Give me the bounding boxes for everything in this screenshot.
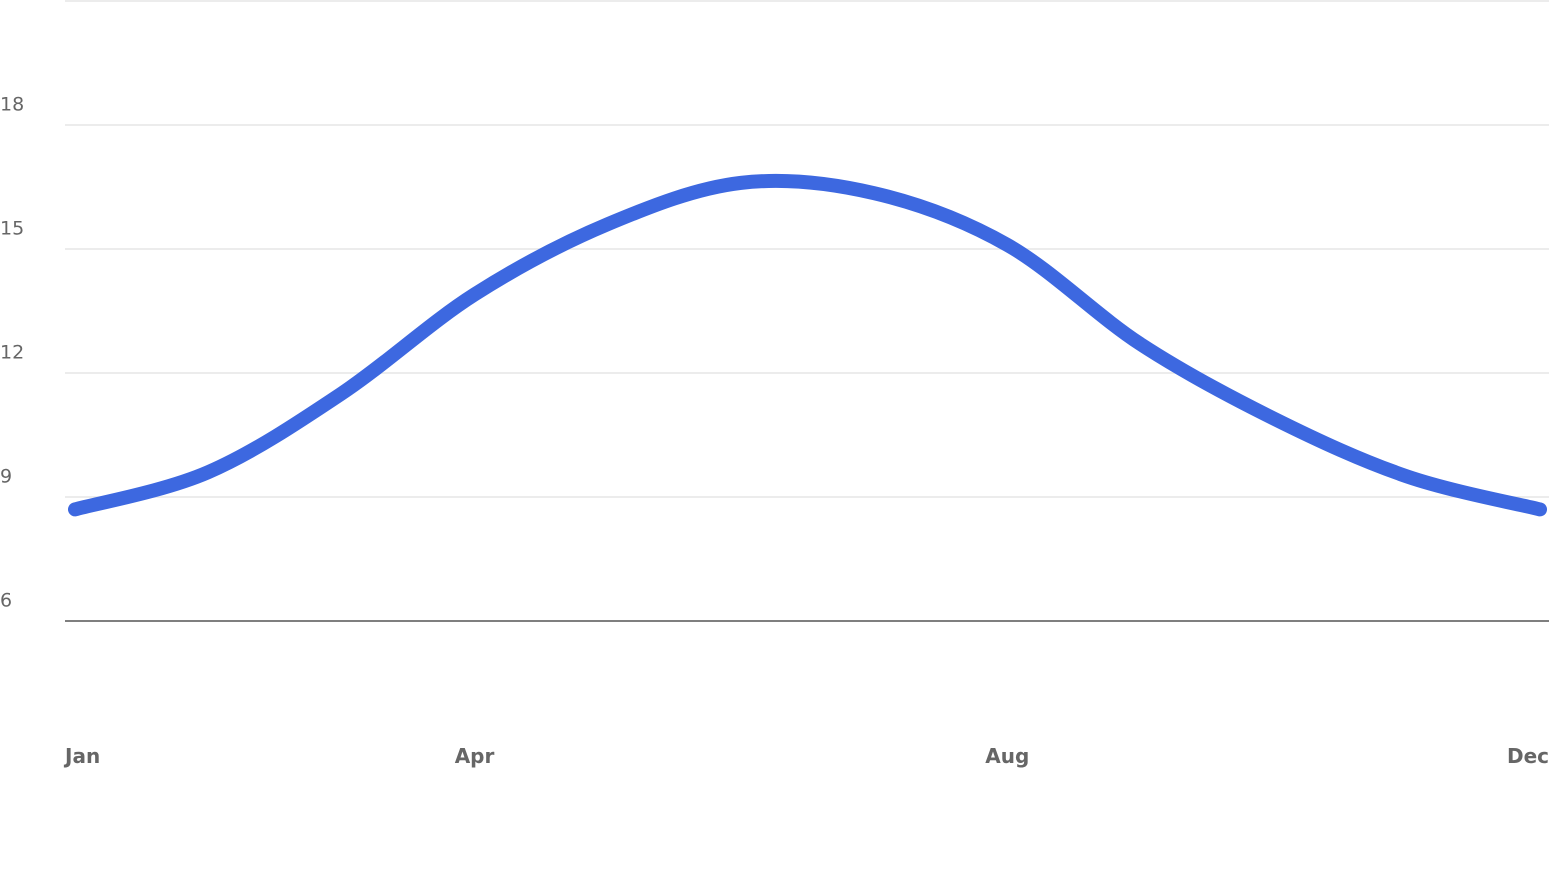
y-tick-label: 6 <box>0 590 12 612</box>
line-series <box>68 173 1547 517</box>
x-tick-label: Apr <box>455 744 495 768</box>
y-tick-label: 15 <box>0 218 24 240</box>
y-tick-label: 18 <box>0 94 24 116</box>
y-tick-label: 12 <box>0 342 24 364</box>
x-tick-label: Aug <box>985 744 1029 768</box>
x-tick-label: Jan <box>63 744 100 768</box>
y-tick-label: 9 <box>0 466 12 488</box>
x-tick-label: Dec <box>1507 744 1549 768</box>
